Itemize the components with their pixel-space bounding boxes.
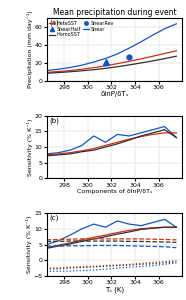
X-axis label: Tₛ (K): Tₛ (K): [105, 286, 124, 293]
Text: (a): (a): [49, 20, 59, 26]
Y-axis label: Sensitivity (% K⁻¹): Sensitivity (% K⁻¹): [26, 216, 32, 273]
Text: (c): (c): [49, 215, 59, 221]
Title: Mean precipitation during event: Mean precipitation during event: [53, 8, 176, 17]
Text: (b): (b): [49, 117, 59, 124]
Y-axis label: Precipitation (mm day⁻¹): Precipitation (mm day⁻¹): [27, 11, 33, 88]
X-axis label: δlnP/δTₛ: δlnP/δTₛ: [100, 92, 129, 98]
X-axis label: Components of δlnP/δTₛ: Components of δlnP/δTₛ: [77, 189, 152, 194]
Y-axis label: Sensitivity (% K⁻¹): Sensitivity (% K⁻¹): [27, 118, 33, 176]
Legend: HeteSST, ShearHalf, HomoSST, ShearRev, Shear: HeteSST, ShearHalf, HomoSST, ShearRev, S…: [49, 20, 114, 38]
